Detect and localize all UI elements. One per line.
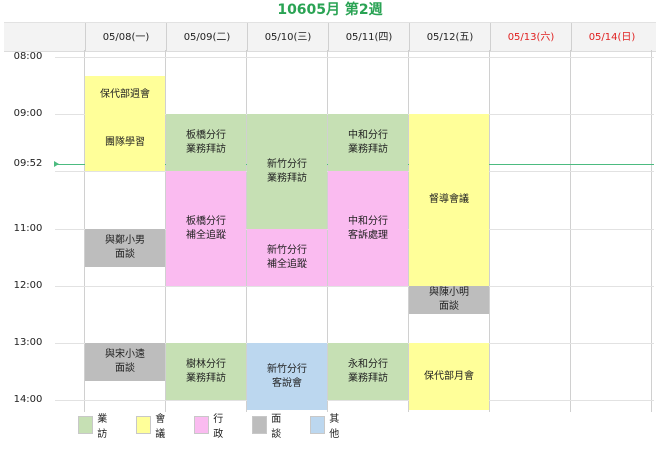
event-block-visit[interactable]: 樹林分行 業務拜訪 [166, 343, 246, 400]
event-block-interview[interactable]: 與陳小明 面談 [409, 286, 489, 314]
legend-label: 面談 [271, 414, 282, 440]
event-title: 督導會議 [429, 194, 469, 205]
event-title: 與鄭小男 面談 [105, 235, 145, 260]
legend-item-meeting: 會議 [136, 414, 170, 440]
time-label: 13:00 [13, 337, 43, 348]
day-column-line [408, 50, 409, 412]
event-title: 保代部週會 [100, 89, 150, 100]
day-header-row: 05/08(一) 05/09(二) 05/10(三) 05/11(四) 05/1… [4, 22, 656, 52]
legend-label: 其他 [329, 414, 340, 440]
event-title: 保代部月會 [424, 370, 474, 382]
legend-swatch [136, 416, 152, 434]
hour-gridline [55, 57, 654, 58]
event-block-admin[interactable]: 新竹分行 補全追蹤 [247, 229, 327, 286]
event-title: 新竹分行 補全追蹤 [267, 244, 307, 270]
event-block-other[interactable]: 新竹分行 客說會 [247, 343, 327, 410]
event-title: 與宋小遠 面談 [105, 349, 145, 374]
legend-item-other: 其他 [310, 414, 344, 440]
day-header[interactable]: 05/10(三) [247, 23, 328, 51]
event-title: 新竹分行 客說會 [267, 363, 307, 389]
legend-label: 會議 [155, 414, 166, 440]
day-column-line [327, 50, 328, 412]
legend-swatch [194, 416, 210, 434]
event-title: 團隊學習 [105, 136, 145, 148]
time-label: 12:00 [13, 280, 43, 291]
event-title: 板橋分行 補全追蹤 [186, 215, 226, 241]
legend-label: 行政 [213, 414, 224, 440]
day-header[interactable]: 05/11(四) [328, 23, 409, 51]
legend-swatch [252, 416, 268, 434]
legend-item-interview: 面談 [252, 414, 286, 440]
legend-item-admin: 行政 [194, 414, 228, 440]
event-title: 中和分行 業務拜訪 [348, 129, 388, 155]
event-title: 與陳小明 面談 [429, 287, 469, 312]
event-block-visit[interactable]: 中和分行 業務拜訪 [328, 114, 408, 171]
event-title: 永和分行 業務拜訪 [348, 358, 388, 384]
event-block-interview[interactable]: 與宋小遠 面談 [85, 343, 165, 381]
calendar-grid[interactable]: 08:00 09:00 09:52 11:00 12:00 13:00 14:0… [0, 50, 660, 412]
time-label: 09:00 [13, 108, 43, 119]
current-time-label: 09:52 [13, 158, 43, 169]
day-header[interactable]: 05/12(五) [409, 23, 490, 51]
event-block-visit[interactable]: 永和分行 業務拜訪 [328, 343, 408, 400]
time-label: 08:00 [13, 51, 43, 62]
hour-gridline [55, 286, 654, 287]
day-column-line [246, 50, 247, 412]
day-header[interactable]: 05/08(一) [85, 23, 166, 51]
event-title: 板橋分行 業務拜訪 [186, 129, 226, 155]
event-block-visit[interactable]: 板橋分行 業務拜訪 [166, 114, 246, 171]
legend-swatch [310, 416, 326, 434]
time-label: 14:00 [13, 394, 43, 405]
legend-swatch [78, 416, 94, 434]
event-title: 新竹分行 業務拜訪 [267, 158, 307, 184]
day-header[interactable]: 05/09(二) [166, 23, 247, 51]
event-block-admin[interactable]: 板橋分行 補全追蹤 [166, 171, 246, 286]
day-column-line [165, 50, 166, 412]
legend-item-visit: 業訪 [78, 414, 112, 440]
event-block-visit[interactable]: 新竹分行 業務拜訪 [247, 114, 327, 229]
legend-label: 業訪 [97, 414, 108, 440]
event-title: 樹林分行 業務拜訪 [186, 358, 226, 384]
time-label: 11:00 [13, 223, 43, 234]
event-block-meeting[interactable]: 督導會議 [409, 114, 489, 286]
event-block-meeting[interactable]: 團隊學習 [85, 114, 165, 171]
day-column-line [651, 50, 652, 412]
day-column-line [489, 50, 490, 412]
event-block-admin[interactable]: 中和分行 客訴處理 [328, 171, 408, 286]
event-title: 中和分行 客訴處理 [348, 215, 388, 241]
day-header-weekend[interactable]: 05/13(六) [490, 23, 571, 51]
hour-gridline [55, 400, 654, 401]
week-title: 10605月 第2週 [277, 2, 383, 18]
day-column-line [84, 50, 85, 412]
event-block-interview[interactable]: 與鄭小男 面談 [85, 229, 165, 267]
day-header-weekend[interactable]: 05/14(日) [571, 23, 652, 51]
event-block-meeting[interactable]: 保代部月會 [409, 343, 489, 410]
day-column-line [570, 50, 571, 412]
event-block-meeting[interactable]: 保代部週會 [85, 76, 165, 114]
